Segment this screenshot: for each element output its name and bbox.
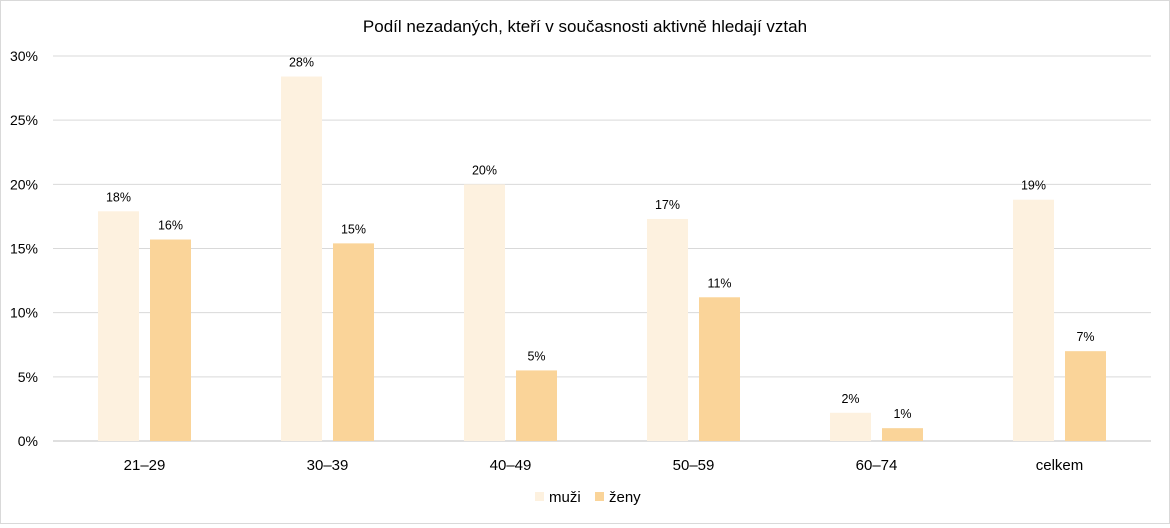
bar-muži-40–49 (464, 184, 505, 442)
bar-muži-21–29 (98, 211, 139, 441)
x-tick-label: 50–59 (673, 457, 715, 474)
y-tick-label: 0% (18, 433, 38, 449)
bar-ženy-40–49 (516, 370, 557, 441)
legend: muži ženy (535, 489, 641, 506)
gridlines (53, 55, 1151, 442)
data-label: 15% (341, 222, 366, 236)
data-label: 18% (106, 190, 131, 204)
y-tick-label: 15% (10, 241, 38, 257)
data-label: 16% (158, 219, 183, 233)
data-label: 28% (289, 56, 314, 70)
legend-swatch-muži (535, 492, 544, 501)
data-label: 7% (1076, 330, 1094, 344)
data-labels: 18% 16% 28% 15% 20% 5% 17% 11% 2% 1% 19% 7% (106, 56, 1095, 422)
bar-ženy-30–39 (333, 243, 374, 441)
bars (98, 76, 1106, 442)
x-tick-label: 60–74 (856, 457, 898, 474)
data-label: 1% (893, 407, 911, 421)
bar-ženy-celkem (1065, 351, 1106, 441)
data-label: 2% (841, 392, 859, 406)
bar-muži-celkem (1013, 199, 1054, 441)
data-label: 11% (707, 276, 731, 290)
bar-muži-60–74 (830, 412, 871, 441)
x-tick-label: 21–29 (124, 457, 166, 474)
bar-ženy-60–74 (882, 428, 923, 441)
bar-ženy-21–29 (150, 239, 191, 441)
x-axis: 21–29 30–39 40–49 50–59 60–74 celkem (124, 457, 1084, 474)
data-label: 5% (527, 349, 545, 363)
bar-ženy-50–59 (699, 297, 740, 441)
bar-muži-30–39 (281, 76, 322, 442)
bar-muži-50–59 (647, 218, 688, 441)
y-axis: 0% 5% 10% 15% 20% 25% 30% (10, 48, 38, 449)
y-tick-label: 30% (10, 48, 38, 64)
x-tick-label: 40–49 (490, 457, 532, 474)
y-tick-label: 10% (10, 305, 38, 321)
y-tick-label: 20% (10, 176, 38, 192)
legend-label: ženy (609, 489, 641, 506)
legend-label: muži (549, 489, 581, 506)
x-tick-label: celkem (1036, 457, 1084, 474)
x-tick-label: 30–39 (307, 457, 349, 474)
chart-title: Podíl nezadaných, kteří v současnosti ak… (363, 17, 807, 36)
y-tick-label: 5% (18, 369, 38, 385)
y-tick-label: 25% (10, 112, 38, 128)
data-label: 20% (472, 163, 497, 177)
data-label: 19% (1021, 179, 1046, 193)
data-label: 17% (655, 198, 680, 212)
legend-swatch-ženy (595, 492, 604, 501)
